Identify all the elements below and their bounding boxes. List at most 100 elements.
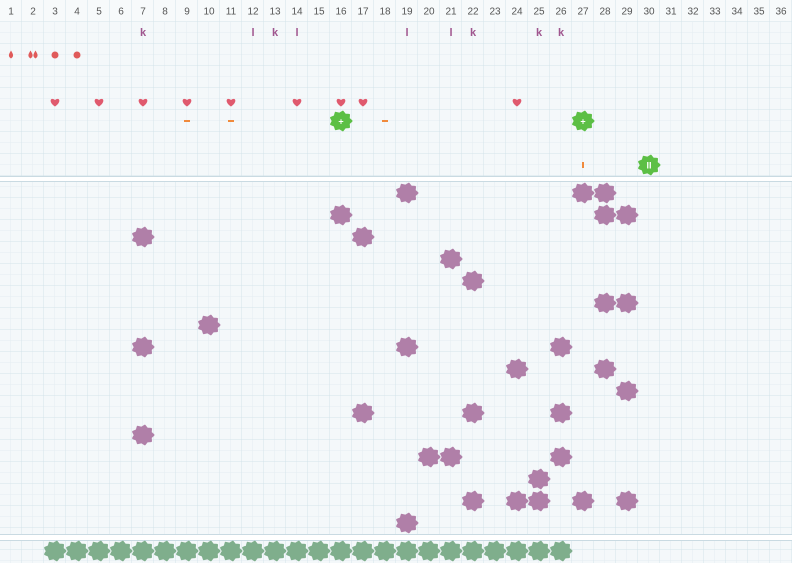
dot-icon [51,51,59,59]
letter-marker: l [295,27,298,39]
purple-tile [594,358,617,380]
green-tile-label: II [646,160,651,170]
column-number: 26 [555,7,567,18]
green-stone [66,540,89,562]
letter-marker: k [536,27,543,39]
purple-tile [352,226,375,248]
purple-tile [550,336,573,358]
heart-icon [50,98,60,107]
purple-tile [506,490,529,512]
letter-marker: k [470,27,477,39]
green-stone [220,540,243,562]
column-number: 2 [30,7,36,18]
heart-icon [226,98,236,107]
tick-icon [582,162,584,168]
purple-tile [352,402,375,424]
column-number: 18 [379,7,391,18]
purple-tile [462,402,485,424]
purple-tile [506,358,529,380]
green-stone [440,540,463,562]
column-number: 19 [401,7,413,18]
column-number: 35 [753,7,765,18]
dot-icon [73,51,81,59]
purple-tile [572,182,595,204]
heart-icon [336,98,346,107]
column-number: 8 [162,7,168,18]
letter-marker: l [449,27,452,39]
heart-icon [292,98,302,107]
purple-tile [396,336,419,358]
green-stone [374,540,397,562]
green-stone [506,540,529,562]
column-number: 34 [731,7,743,18]
column-number: 9 [184,7,190,18]
middle-grid [0,182,792,534]
column-number: 31 [665,7,677,18]
purple-tile [572,490,595,512]
column-number: 30 [643,7,655,18]
purple-tile [132,336,155,358]
green-tile-label: + [338,116,343,126]
green-stone [484,540,507,562]
column-number: 33 [709,7,721,18]
letter-marker: l [251,27,254,39]
column-number: 25 [533,7,545,18]
purple-tile [550,402,573,424]
green-stone [264,540,287,562]
purple-tile [462,490,485,512]
green-stone [198,540,221,562]
heart-icon [512,98,522,107]
green-stone [462,540,485,562]
green-stone [418,540,441,562]
green-stone [154,540,177,562]
dash-icon [382,120,388,122]
column-number: 21 [445,7,457,18]
purple-tile [616,204,639,226]
green-tile [638,154,661,176]
dash-icon [184,120,190,122]
drop-icon [33,50,38,59]
green-tile [330,110,353,132]
column-number: 17 [357,7,369,18]
drop-icon [28,50,33,59]
purple-tile [462,270,485,292]
column-number: 10 [203,7,215,18]
green-stone [132,540,155,562]
green-stone [176,540,199,562]
green-stone [242,540,265,562]
green-stone [88,540,111,562]
column-number: 20 [423,7,435,18]
purple-tile [616,380,639,402]
column-number: 12 [247,7,259,18]
purple-tile [594,292,617,314]
green-stone [330,540,353,562]
green-tile [572,110,595,132]
purple-tile [132,226,155,248]
column-number: 22 [467,7,479,18]
purple-tile [330,204,353,226]
column-number: 27 [577,7,589,18]
purple-tile [594,182,617,204]
column-number: 29 [621,7,633,18]
column-number: 6 [118,7,124,18]
purple-tile [198,314,221,336]
column-number: 1 [8,7,14,18]
green-tile-label: + [580,116,585,126]
drop-icon [8,50,14,59]
purple-tile [616,490,639,512]
purple-tile [594,204,617,226]
purple-tile [616,292,639,314]
purple-tile [528,490,551,512]
column-number: 15 [313,7,325,18]
purple-tile [418,446,441,468]
green-stone [308,540,331,562]
column-number: 36 [775,7,787,18]
green-stone [352,540,375,562]
heart-icon [94,98,104,107]
column-number: 28 [599,7,611,18]
green-stone [550,540,573,562]
green-stone [528,540,551,562]
green-stone [110,540,133,562]
purple-tile [550,446,573,468]
